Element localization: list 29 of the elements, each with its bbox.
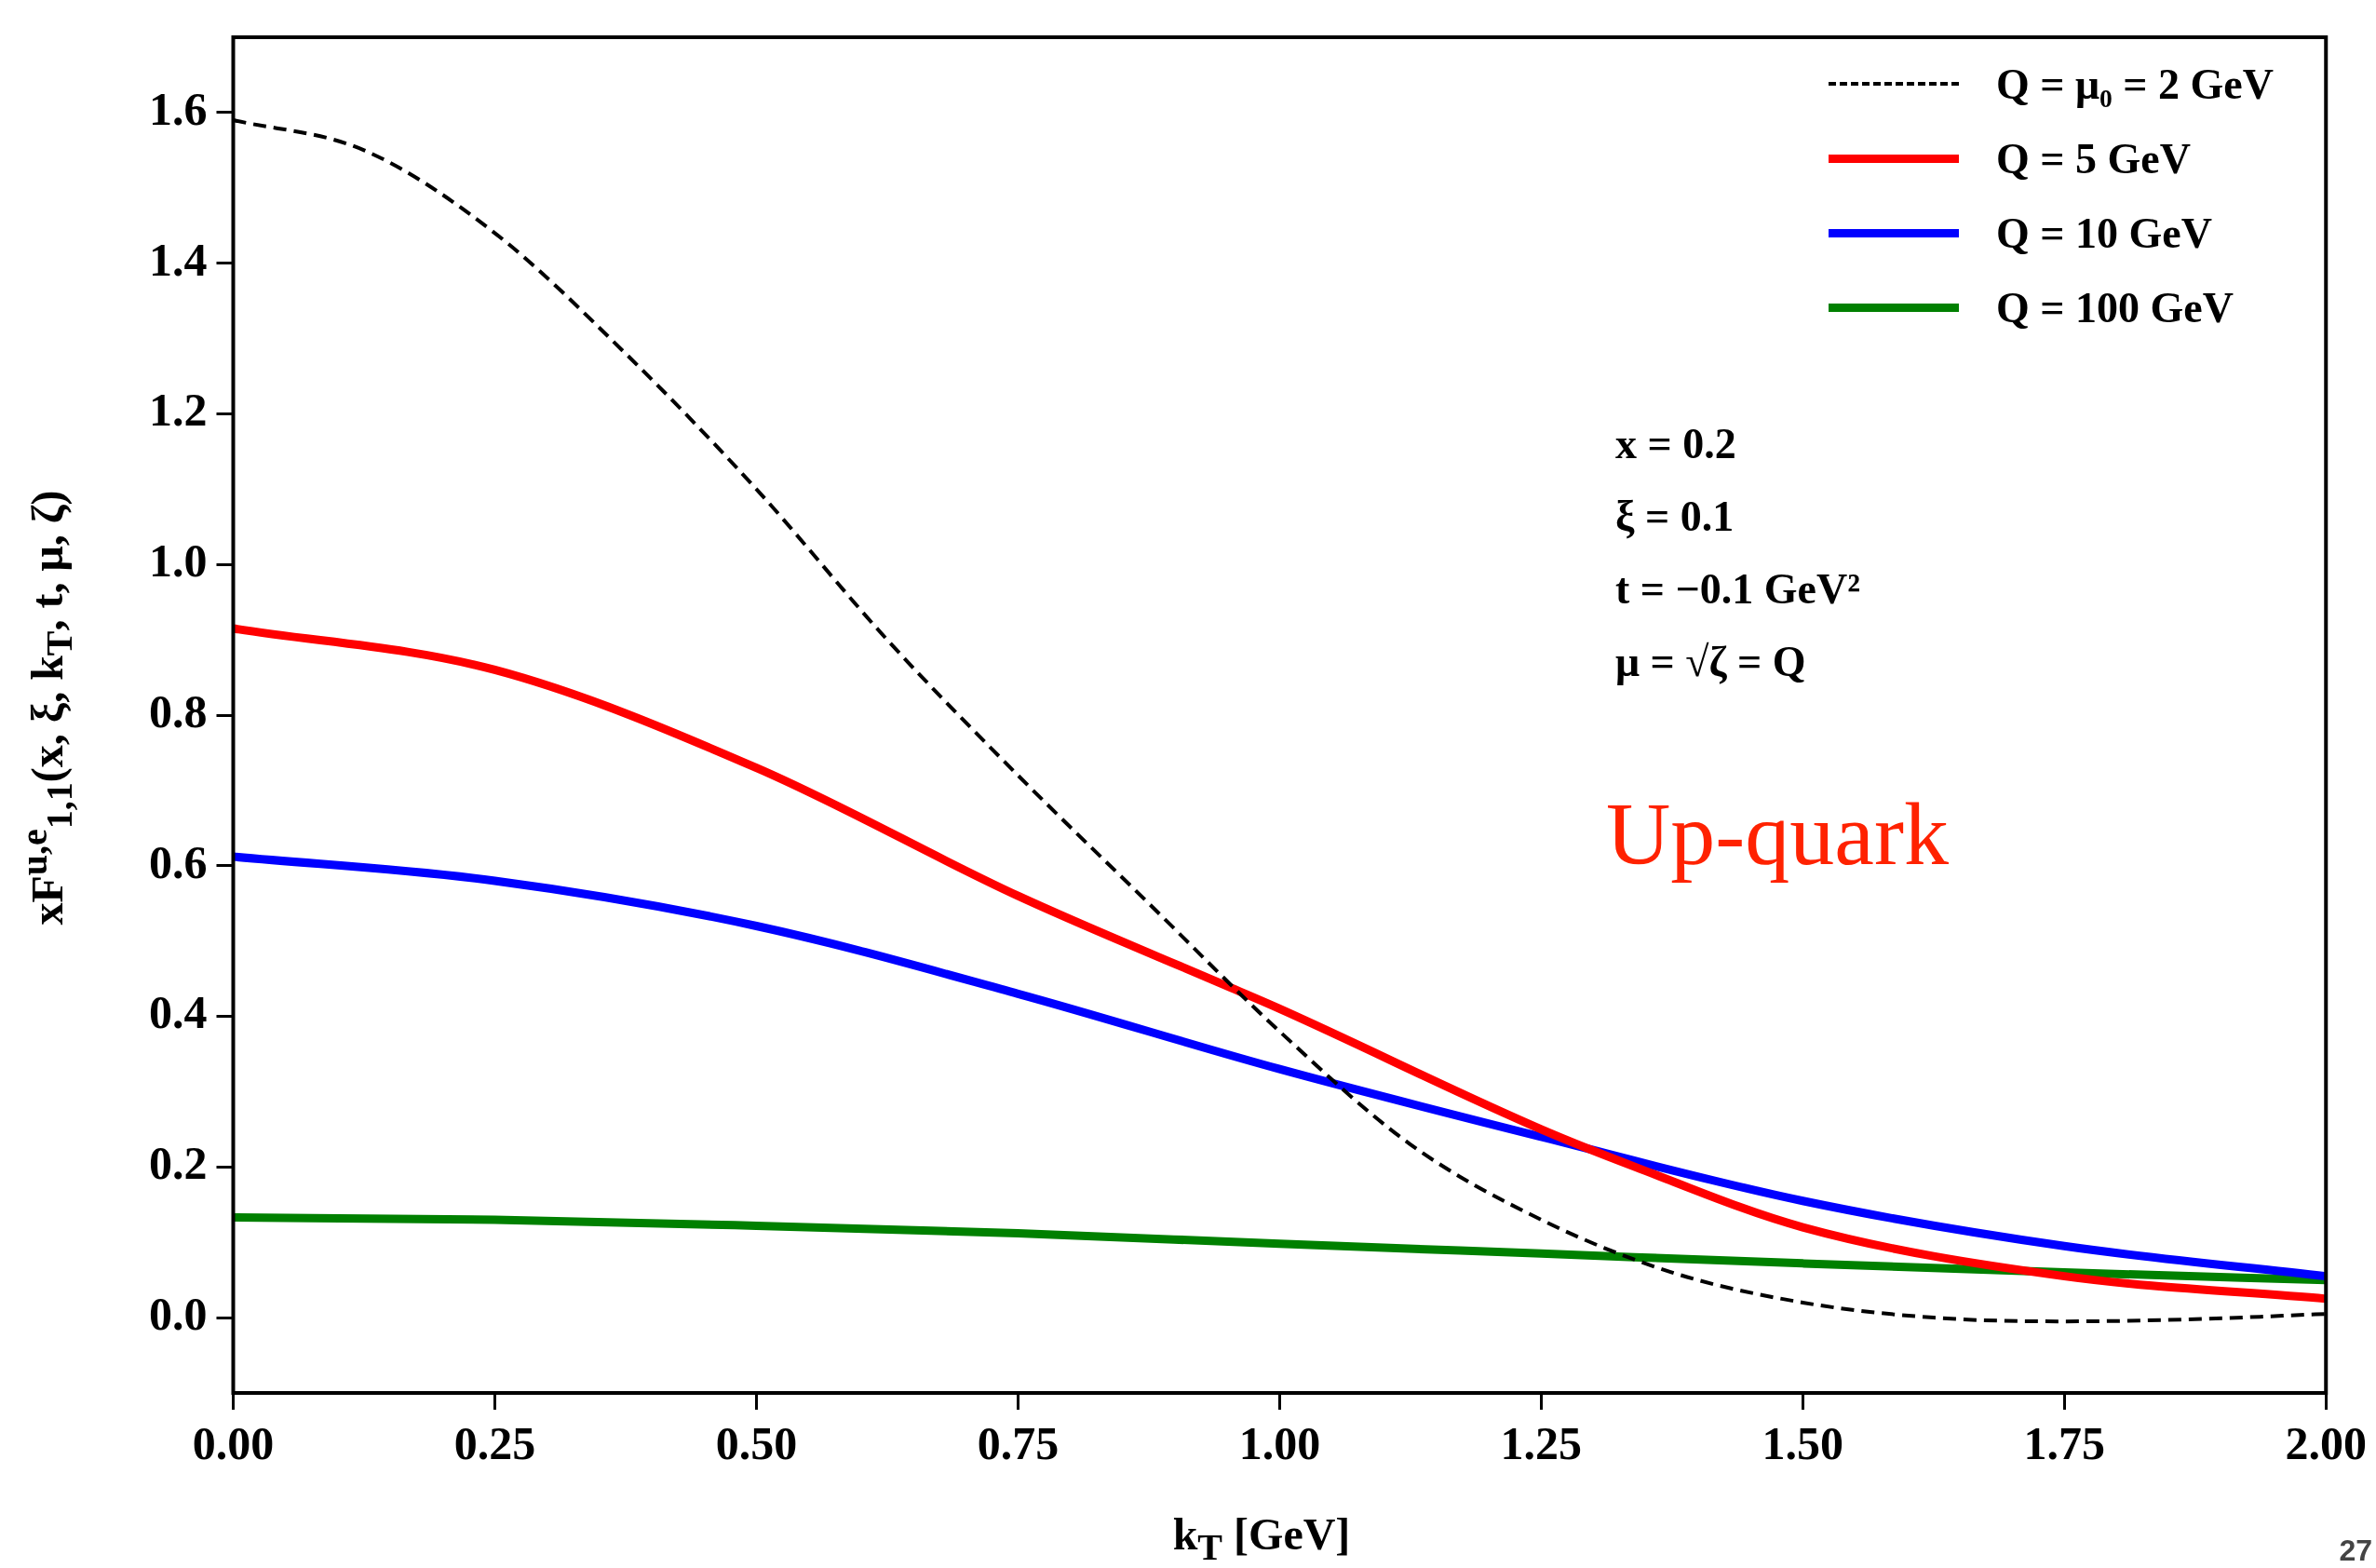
x-axis-title: k$_{T}$ [GeV] xyxy=(1172,1508,1351,1568)
annotation: t = −0.1 GeV² xyxy=(1615,564,1860,615)
legend-label: Q = 100 GeV xyxy=(1996,282,2234,332)
annotation: x = 0.2 xyxy=(1615,419,1737,469)
annotation: μ = √ζ = Q xyxy=(1615,637,1807,687)
x-tick-label: 0.75 xyxy=(977,1416,1060,1469)
y-tick-label: 0.4 xyxy=(149,986,208,1039)
annotation: Up-quark xyxy=(1606,783,1949,885)
y-tick-label: 0.2 xyxy=(149,1137,208,1190)
legend-label: Q = 10 GeV xyxy=(1996,208,2212,258)
text: 27 xyxy=(2339,1534,2372,1568)
y-tick-label: 0.6 xyxy=(149,835,208,888)
y-tick-label: 0.8 xyxy=(149,684,208,737)
x-tick-label: 0.50 xyxy=(715,1416,798,1469)
x-tick-label: 1.75 xyxy=(2023,1416,2106,1469)
x-tick-label: 0.25 xyxy=(453,1416,536,1469)
y-tick-label: 1.6 xyxy=(149,82,208,135)
x-tick-label: 0.00 xyxy=(192,1416,275,1469)
y-tick-label: 0.0 xyxy=(149,1288,208,1341)
legend-label: Q = μ₀ = 2 GeV xyxy=(1996,59,2274,109)
x-tick-label: 1.50 xyxy=(1762,1416,1844,1469)
x-tick-label: 1.25 xyxy=(1500,1416,1583,1469)
annotation: ξ = 0.1 xyxy=(1615,492,1735,542)
y-tick-label: 1.0 xyxy=(149,534,208,588)
y-tick-label: 1.4 xyxy=(149,233,208,286)
x-tick-label: 1.00 xyxy=(1238,1416,1321,1469)
x-tick-label: 2.00 xyxy=(2285,1416,2367,1469)
legend-label: Q = 5 GeV xyxy=(1996,133,2191,183)
y-tick-label: 1.2 xyxy=(149,384,208,437)
